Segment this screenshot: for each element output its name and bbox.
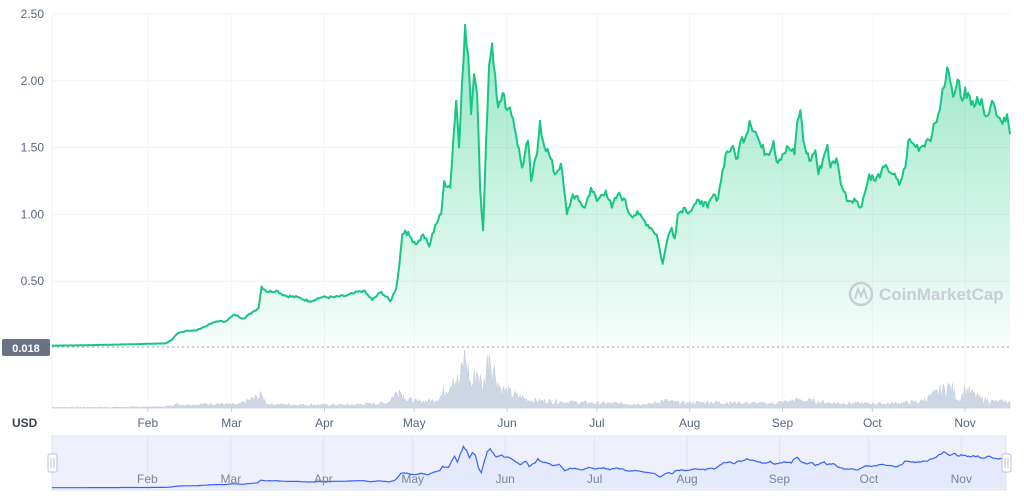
x-tick-label: Mar — [221, 416, 242, 430]
navigator-series — [52, 444, 1007, 489]
range-navigator[interactable]: Feb Mar Apr May Jun Jul Aug Sep Oct Nov — [47, 435, 1012, 491]
navigator-tick-label: Sep — [769, 472, 791, 486]
y-axis-ticks: 0.50 1.00 1.50 2.00 2.50 — [21, 7, 45, 288]
x-tick-label: May — [403, 416, 426, 430]
x-tick-label: Jun — [497, 416, 516, 430]
navigator-tick-label: Jul — [587, 472, 602, 486]
navigator-tick-label: Jun — [495, 472, 514, 486]
baseline-badge — [2, 339, 50, 356]
baseline-marker: 0.018 — [2, 339, 1010, 356]
price-series — [52, 23, 1011, 348]
volume-area — [51, 350, 1011, 409]
y-tick-label: 2.50 — [21, 7, 45, 21]
navigator-tick-label: Apr — [314, 472, 333, 486]
navigator-area — [52, 446, 1006, 488]
x-tick-label: Nov — [954, 416, 975, 430]
volume-bars — [51, 350, 1011, 409]
baseline-label: 0.018 — [12, 343, 40, 355]
x-tick-label: Aug — [679, 416, 700, 430]
x-tick-label: Feb — [137, 416, 158, 430]
watermark: CoinMarketCap — [848, 281, 1004, 307]
navigator-tick-label: Oct — [860, 472, 879, 486]
navigator-tick-label: Nov — [951, 472, 972, 486]
y-tick-label: 1.50 — [21, 141, 45, 155]
unit-label: USD — [12, 416, 38, 430]
navigator-tick-label: May — [401, 472, 424, 486]
y-tick-label: 1.00 — [21, 207, 45, 221]
navigator-tick-label: Feb — [137, 472, 158, 486]
price-line — [52, 23, 1011, 347]
y-tick-label: 2.00 — [21, 74, 45, 88]
price-area-fill — [52, 24, 1010, 348]
navigator-right-handle[interactable] — [1001, 453, 1012, 473]
y-tick-label: 0.50 — [21, 274, 45, 288]
x-axis-ticks: Feb Mar Apr May Jun Jul Aug Sep Oct Nov — [137, 408, 976, 430]
navigator-tick-label: Aug — [676, 472, 697, 486]
navigator-line — [52, 444, 1007, 489]
x-tick-label: Apr — [315, 416, 334, 430]
x-tick-label: Jul — [589, 416, 604, 430]
x-tick-label: Sep — [772, 416, 794, 430]
x-tick-label: Oct — [863, 416, 882, 430]
navigator-tick-label: Mar — [221, 472, 242, 486]
watermark-text: CoinMarketCap — [879, 285, 1004, 304]
navigator-left-handle[interactable] — [47, 453, 58, 473]
navigator-ticks: Feb Mar Apr May Jun Jul Aug Sep Oct Nov — [137, 472, 972, 486]
coinmarketcap-logo-icon — [848, 281, 874, 307]
